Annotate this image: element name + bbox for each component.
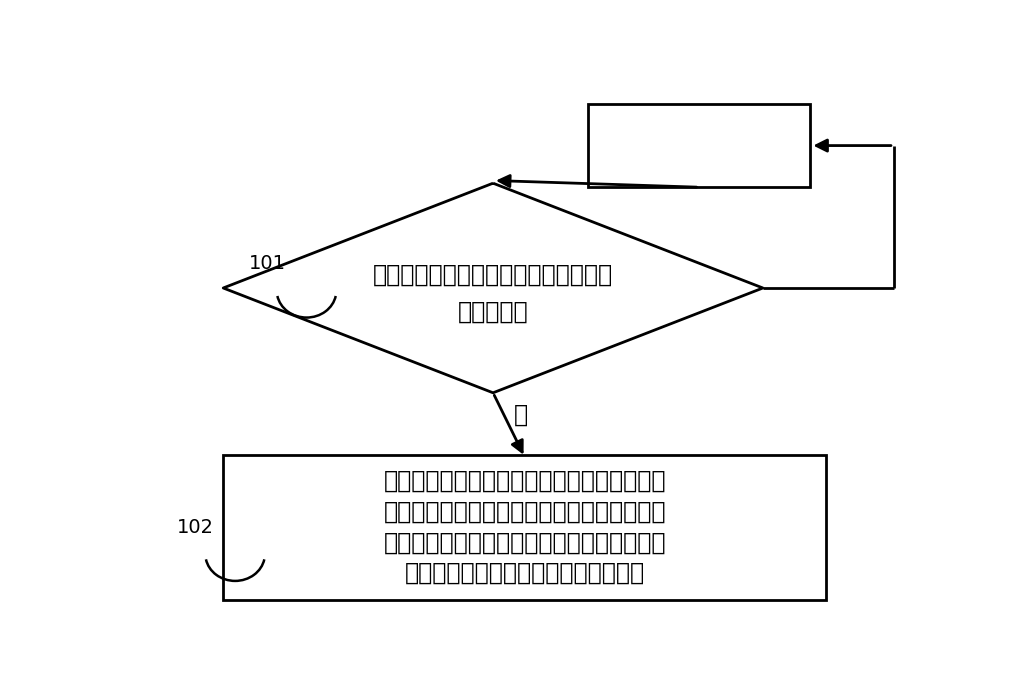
Text: 102: 102 bbox=[177, 518, 214, 537]
Text: 标注的文本中的实体自动标注标签类型: 标注的文本中的实体自动标注标签类型 bbox=[404, 561, 645, 585]
Bar bbox=[588, 104, 811, 187]
Text: 是: 是 bbox=[514, 402, 528, 426]
Text: 签类型序列；根据所述标签类型状态链，对待: 签类型序列；根据所述标签类型状态链，对待 bbox=[384, 530, 666, 554]
Bar bbox=[223, 454, 826, 600]
Text: 101: 101 bbox=[249, 254, 286, 274]
Text: 获取所述预先记录的实体对应的标签类型状态: 获取所述预先记录的实体对应的标签类型状态 bbox=[384, 469, 666, 493]
Text: 链，所述标签类型状态链用于存储已标注的标: 链，所述标签类型状态链用于存储已标注的标 bbox=[384, 500, 666, 524]
Text: 记录的实体: 记录的实体 bbox=[458, 300, 528, 324]
Text: 检测待标注的文本中的实体是否是预先: 检测待标注的文本中的实体是否是预先 bbox=[373, 262, 613, 287]
